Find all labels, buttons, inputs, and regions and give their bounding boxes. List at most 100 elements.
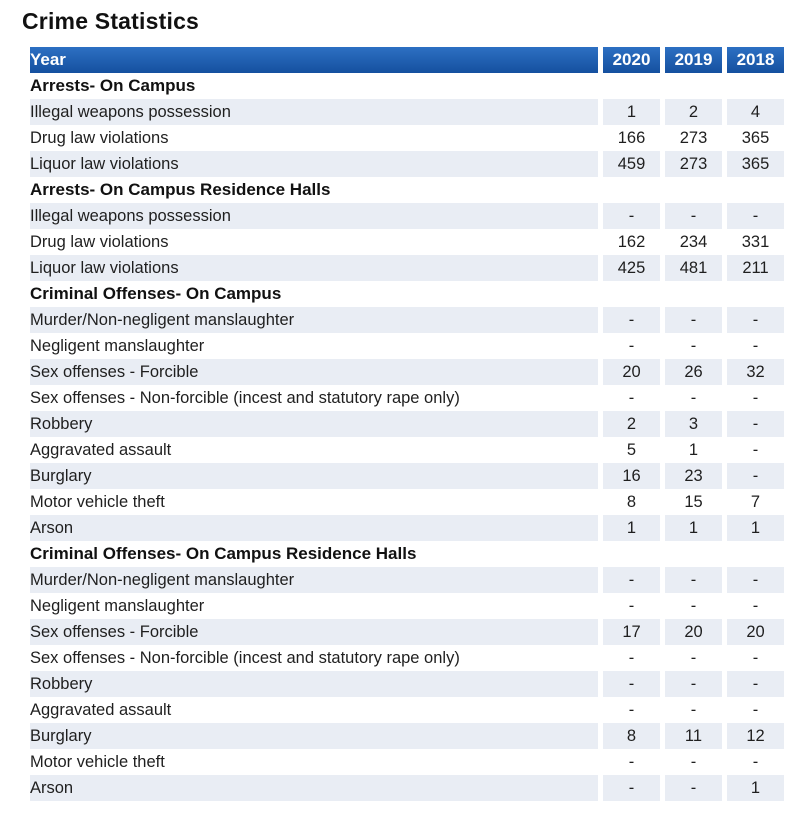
table-row: Illegal weapons possession - - - — [30, 203, 784, 229]
crime-table-body: Arrests- On Campus Illegal weapons posses… — [30, 73, 784, 801]
value-cell: 5 — [598, 437, 663, 463]
value-cell: - — [598, 671, 663, 697]
year-column-2019: 2019 — [660, 47, 725, 73]
value-cell: 8 — [598, 489, 663, 515]
section-label: Criminal Offenses- On Campus — [30, 284, 282, 303]
value-cell: - — [660, 307, 725, 333]
row-label: Sex offenses - Forcible — [30, 362, 199, 381]
row-label: Burglary — [30, 466, 92, 485]
value-cell: - — [722, 567, 784, 593]
row-label: Drug law violations — [30, 232, 169, 251]
value-cell: - — [722, 333, 784, 359]
table-row: Aggravated assault 5 1- — [30, 437, 784, 463]
value-cell: - — [598, 203, 663, 229]
row-label: Arson — [30, 518, 74, 537]
value-cell: - — [598, 775, 663, 801]
value-cell: - — [598, 645, 663, 671]
value-cell: 331 — [722, 229, 784, 255]
row-label: Sex offenses - Forcible — [30, 622, 199, 641]
value-cell: 3 — [660, 411, 725, 437]
table-row: Murder/Non-negligent manslaughter - - - — [30, 307, 784, 333]
table-row: Arson 1 1 1 — [30, 515, 784, 541]
table-row: Aggravated assault - - - — [30, 697, 784, 723]
value-cell: 32 — [722, 359, 784, 385]
value-cell: 12 — [722, 723, 784, 749]
value-cell: 20 — [598, 359, 663, 385]
year-column-2020: 2020 — [598, 47, 663, 73]
value-cell: - — [722, 645, 784, 671]
value-cell: - — [598, 307, 663, 333]
table-row: Illegal weapons possession 1 2 4 — [30, 99, 784, 125]
value-cell: 20 — [660, 619, 725, 645]
row-label: Negligent manslaughter — [30, 596, 205, 615]
value-cell: - — [722, 203, 784, 229]
row-label: Liquor law violations — [30, 154, 179, 173]
row-label: Murder/Non-negligent manslaughter — [30, 310, 295, 329]
row-label: Illegal weapons possession — [30, 206, 231, 225]
value-cell: 273 — [660, 125, 725, 151]
value-cell: 365 — [722, 151, 784, 177]
table-row: Motor vehicle theft 8 15 7 — [30, 489, 784, 515]
value-cell: 1 — [660, 437, 725, 463]
value-cell: - — [660, 749, 725, 775]
row-label: Arson — [30, 778, 74, 797]
value-cell: - — [722, 385, 784, 411]
table-row: Motor vehicle theft - - - — [30, 749, 784, 775]
table-row: Negligent manslaughter - - - — [30, 593, 784, 619]
value-cell: 2 — [660, 99, 725, 125]
row-label: Robbery — [30, 414, 93, 433]
table-row: Sex offenses - Non-forcible (incest and … — [30, 645, 784, 671]
row-label: Liquor law violations — [30, 258, 179, 277]
value-cell: 23 — [660, 463, 725, 489]
value-cell: - — [598, 697, 663, 723]
table-row: Sex offenses - Non-forcible (incest and … — [30, 385, 784, 411]
value-cell: 26 — [660, 359, 725, 385]
value-cell: 7 — [722, 489, 784, 515]
table-row: Robbery 2 3- — [30, 411, 784, 437]
value-cell: - — [598, 593, 663, 619]
row-label: Motor vehicle theft — [30, 492, 165, 511]
value-cell: 211 — [722, 255, 784, 281]
value-cell: - — [722, 411, 784, 437]
section-row: Arrests- On Campus — [30, 73, 784, 99]
section-row: Criminal Offenses- On Campus Residence H… — [30, 541, 784, 567]
value-cell: 459 — [598, 151, 663, 177]
table-row: Sex offenses - Forcible 20 26 32 — [30, 359, 784, 385]
value-cell: 481 — [660, 255, 725, 281]
section-label: Arrests- On Campus — [30, 76, 196, 95]
table-row: Liquor law violations 459 273 365 — [30, 151, 784, 177]
section-label: Criminal Offenses- On Campus Residence H… — [30, 544, 417, 563]
row-label: Robbery — [30, 674, 93, 693]
table-row: Robbery - - - — [30, 671, 784, 697]
table-row: Drug law violations 166 273 365 — [30, 125, 784, 151]
year-header-label: Year — [30, 47, 601, 73]
value-cell: 234 — [660, 229, 725, 255]
value-cell: - — [660, 385, 725, 411]
section-row: Criminal Offenses- On Campus — [30, 281, 784, 307]
value-cell: 365 — [722, 125, 784, 151]
value-cell: - — [660, 775, 725, 801]
value-cell: 425 — [598, 255, 663, 281]
value-cell: - — [598, 385, 663, 411]
value-cell: - — [660, 697, 725, 723]
value-cell: 1 — [722, 775, 784, 801]
value-cell: 162 — [598, 229, 663, 255]
value-cell: 1 — [722, 515, 784, 541]
value-cell: 1 — [598, 99, 663, 125]
value-cell: 16 — [598, 463, 663, 489]
row-label: Burglary — [30, 726, 92, 745]
value-cell: - — [660, 593, 725, 619]
table-row: Murder/Non-negligent manslaughter - - - — [30, 567, 784, 593]
page-title: Crime Statistics — [22, 8, 200, 34]
table-row: Burglary 8 11 12 — [30, 723, 784, 749]
value-cell: 1 — [598, 515, 663, 541]
value-cell: - — [598, 333, 663, 359]
row-label: Aggravated assault — [30, 700, 172, 719]
value-cell: 273 — [660, 151, 725, 177]
value-cell: - — [598, 567, 663, 593]
row-label: Aggravated assault — [30, 440, 172, 459]
section-row: Arrests- On Campus Residence Halls — [30, 177, 784, 203]
year-column-2018: 2018 — [722, 47, 784, 73]
value-cell: - — [660, 333, 725, 359]
